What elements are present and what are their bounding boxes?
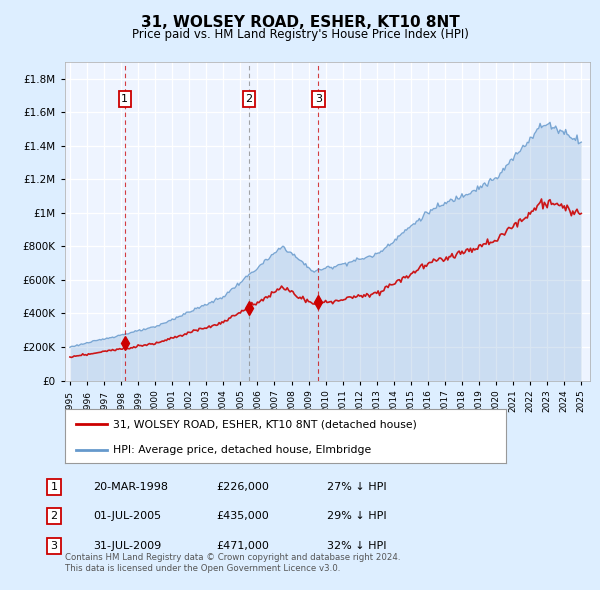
Text: £471,000: £471,000 — [216, 541, 269, 550]
Text: 29% ↓ HPI: 29% ↓ HPI — [327, 512, 386, 521]
Text: 3: 3 — [50, 541, 58, 550]
Text: Price paid vs. HM Land Registry's House Price Index (HPI): Price paid vs. HM Land Registry's House … — [131, 28, 469, 41]
Text: 01-JUL-2005: 01-JUL-2005 — [93, 512, 161, 521]
Text: 31-JUL-2009: 31-JUL-2009 — [93, 541, 161, 550]
Text: £435,000: £435,000 — [216, 512, 269, 521]
Text: 2: 2 — [245, 94, 253, 104]
Text: 1: 1 — [121, 94, 128, 104]
Text: 1: 1 — [50, 482, 58, 491]
Text: Contains HM Land Registry data © Crown copyright and database right 2024.
This d: Contains HM Land Registry data © Crown c… — [65, 553, 400, 573]
Text: 2: 2 — [50, 512, 58, 521]
Text: 3: 3 — [315, 94, 322, 104]
Text: 31, WOLSEY ROAD, ESHER, KT10 8NT (detached house): 31, WOLSEY ROAD, ESHER, KT10 8NT (detach… — [113, 419, 417, 429]
Text: 32% ↓ HPI: 32% ↓ HPI — [327, 541, 386, 550]
Text: £226,000: £226,000 — [216, 482, 269, 491]
Text: 31, WOLSEY ROAD, ESHER, KT10 8NT: 31, WOLSEY ROAD, ESHER, KT10 8NT — [140, 15, 460, 30]
Text: 20-MAR-1998: 20-MAR-1998 — [93, 482, 168, 491]
Text: 27% ↓ HPI: 27% ↓ HPI — [327, 482, 386, 491]
Text: HPI: Average price, detached house, Elmbridge: HPI: Average price, detached house, Elmb… — [113, 445, 371, 454]
